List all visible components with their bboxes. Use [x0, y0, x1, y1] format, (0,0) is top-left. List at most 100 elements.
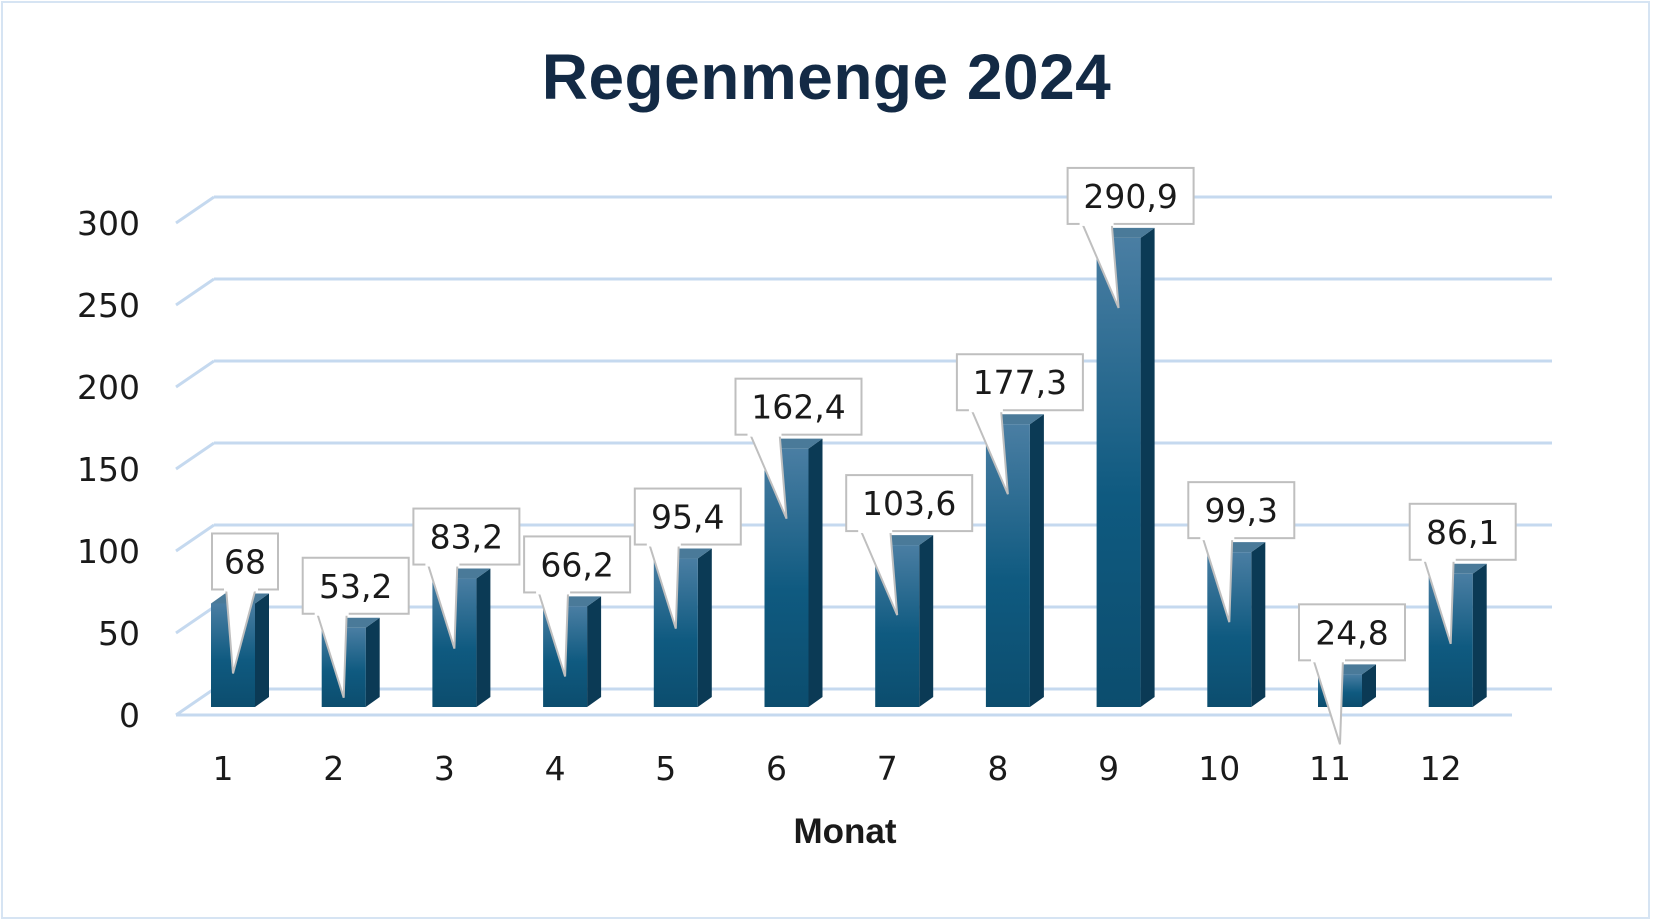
- x-tick-label: 5: [655, 749, 676, 788]
- callout-box: [211, 532, 279, 591]
- y-axis-ticks: 0 50 100 150 200 250 300: [77, 204, 140, 735]
- x-tick-label: 11: [1309, 749, 1351, 788]
- gridline-depth: [175, 687, 215, 717]
- x-tick-label: 9: [1098, 749, 1119, 788]
- bar-side: [1251, 542, 1266, 707]
- data-label-4: 66,2: [523, 535, 632, 677]
- callout-joint: [314, 610, 349, 616]
- data-label-text: 83,2: [430, 518, 503, 557]
- gridline-depth: [175, 523, 215, 553]
- data-label-text: 290,9: [1083, 177, 1177, 216]
- y-tick-label: 150: [77, 450, 140, 489]
- y-tick-label: 0: [119, 696, 140, 735]
- callout-box: [1408, 502, 1517, 561]
- callout-box: [1187, 481, 1296, 540]
- data-label-10: 99,3: [1187, 481, 1296, 623]
- gridline-depth: [175, 195, 215, 225]
- data-label-6: 162,4: [734, 377, 863, 520]
- callout-joint: [747, 431, 782, 437]
- callout-box: [734, 377, 863, 436]
- data-label-text: 53,2: [319, 567, 392, 606]
- y-tick-label: 300: [77, 204, 140, 243]
- bar-front: [764, 448, 809, 707]
- callout-pointer: [1311, 657, 1345, 745]
- bars: [211, 227, 1487, 707]
- gridline-depth: [175, 605, 215, 635]
- bar-side: [919, 535, 934, 707]
- x-tick-label: 1: [213, 749, 234, 788]
- x-axis-title: Monat: [793, 812, 896, 851]
- bar-8: [985, 414, 1044, 707]
- data-label-text: 103,6: [862, 484, 956, 523]
- bar-side: [476, 568, 491, 707]
- callout-box: [845, 474, 974, 533]
- gridline-depth: [175, 441, 215, 471]
- x-tick-label: 3: [434, 749, 455, 788]
- bar-side: [1362, 664, 1376, 707]
- chart-title: Regenmenge 2024: [541, 41, 1112, 113]
- bar-side: [1140, 227, 1155, 707]
- data-labels: 68 53,2 83,2 66,2 95,4 162,4 103,6 177,3 290,9 99…: [211, 166, 1517, 745]
- bar-side: [1472, 563, 1487, 707]
- data-label-text: 162,4: [751, 388, 845, 427]
- data-label-1: 68: [211, 532, 279, 674]
- bar-side: [255, 593, 269, 707]
- callout-box: [412, 507, 521, 566]
- bar-9: [1096, 227, 1155, 707]
- data-label-11: 24,8: [1298, 603, 1406, 745]
- y-tick-label: 200: [77, 368, 140, 407]
- callout-box: [1066, 166, 1195, 225]
- data-label-text: 95,4: [651, 498, 724, 537]
- data-label-text: 177,3: [973, 363, 1067, 402]
- x-axis-ticks: 1 2 3 4 5 6 7 8 9 10 11 12: [213, 749, 1462, 788]
- callout-box: [955, 353, 1084, 412]
- callout-joint: [646, 541, 681, 547]
- x-tick-label: 10: [1198, 749, 1240, 788]
- bar-side: [808, 438, 823, 707]
- bar-front: [1096, 237, 1141, 707]
- bar-side: [697, 548, 712, 707]
- callout-joint: [1421, 556, 1456, 562]
- y-tick-label: 50: [98, 614, 140, 653]
- data-label-text: 86,1: [1426, 513, 1499, 552]
- x-tick-label: 6: [766, 749, 787, 788]
- data-label-text: 99,3: [1205, 491, 1278, 530]
- data-label-text: 24,8: [1315, 613, 1388, 652]
- data-label-7: 103,6: [845, 474, 974, 616]
- callout-joint: [1200, 535, 1235, 541]
- callout-box: [523, 535, 632, 594]
- gridline-depth: [175, 277, 215, 307]
- data-label-5: 95,4: [633, 487, 742, 629]
- callout-box: [301, 556, 410, 615]
- x-tick-label: 2: [323, 749, 344, 788]
- callout-box: [633, 487, 742, 546]
- x-tick-label: 7: [877, 749, 898, 788]
- callout-joint: [425, 561, 460, 567]
- callout-joint: [1311, 657, 1345, 663]
- gridline-depth: [175, 359, 215, 389]
- x-tick-label: 8: [987, 749, 1008, 788]
- callout-joint: [224, 586, 258, 592]
- x-tick-label: 4: [545, 749, 566, 788]
- callout-joint: [858, 528, 893, 534]
- callout-joint: [536, 589, 571, 595]
- y-tick-label: 100: [77, 532, 140, 571]
- callout-box: [1298, 603, 1406, 662]
- callout-joint: [968, 407, 1003, 413]
- data-label-text: 68: [224, 542, 266, 581]
- bar-side: [1029, 414, 1044, 707]
- data-label-text: 66,2: [540, 545, 613, 584]
- y-tick-label: 250: [77, 286, 140, 325]
- bar-side: [365, 617, 380, 707]
- bar-front: [985, 424, 1030, 707]
- bar-side: [587, 596, 602, 707]
- data-label-9: 290,9: [1066, 166, 1195, 309]
- data-label-3: 83,2: [412, 507, 521, 649]
- data-label-2: 53,2: [301, 556, 410, 699]
- data-label-8: 177,3: [955, 353, 1084, 495]
- x-tick-label: 12: [1420, 749, 1462, 788]
- callout-joint: [1079, 220, 1114, 226]
- data-label-12: 86,1: [1408, 502, 1517, 645]
